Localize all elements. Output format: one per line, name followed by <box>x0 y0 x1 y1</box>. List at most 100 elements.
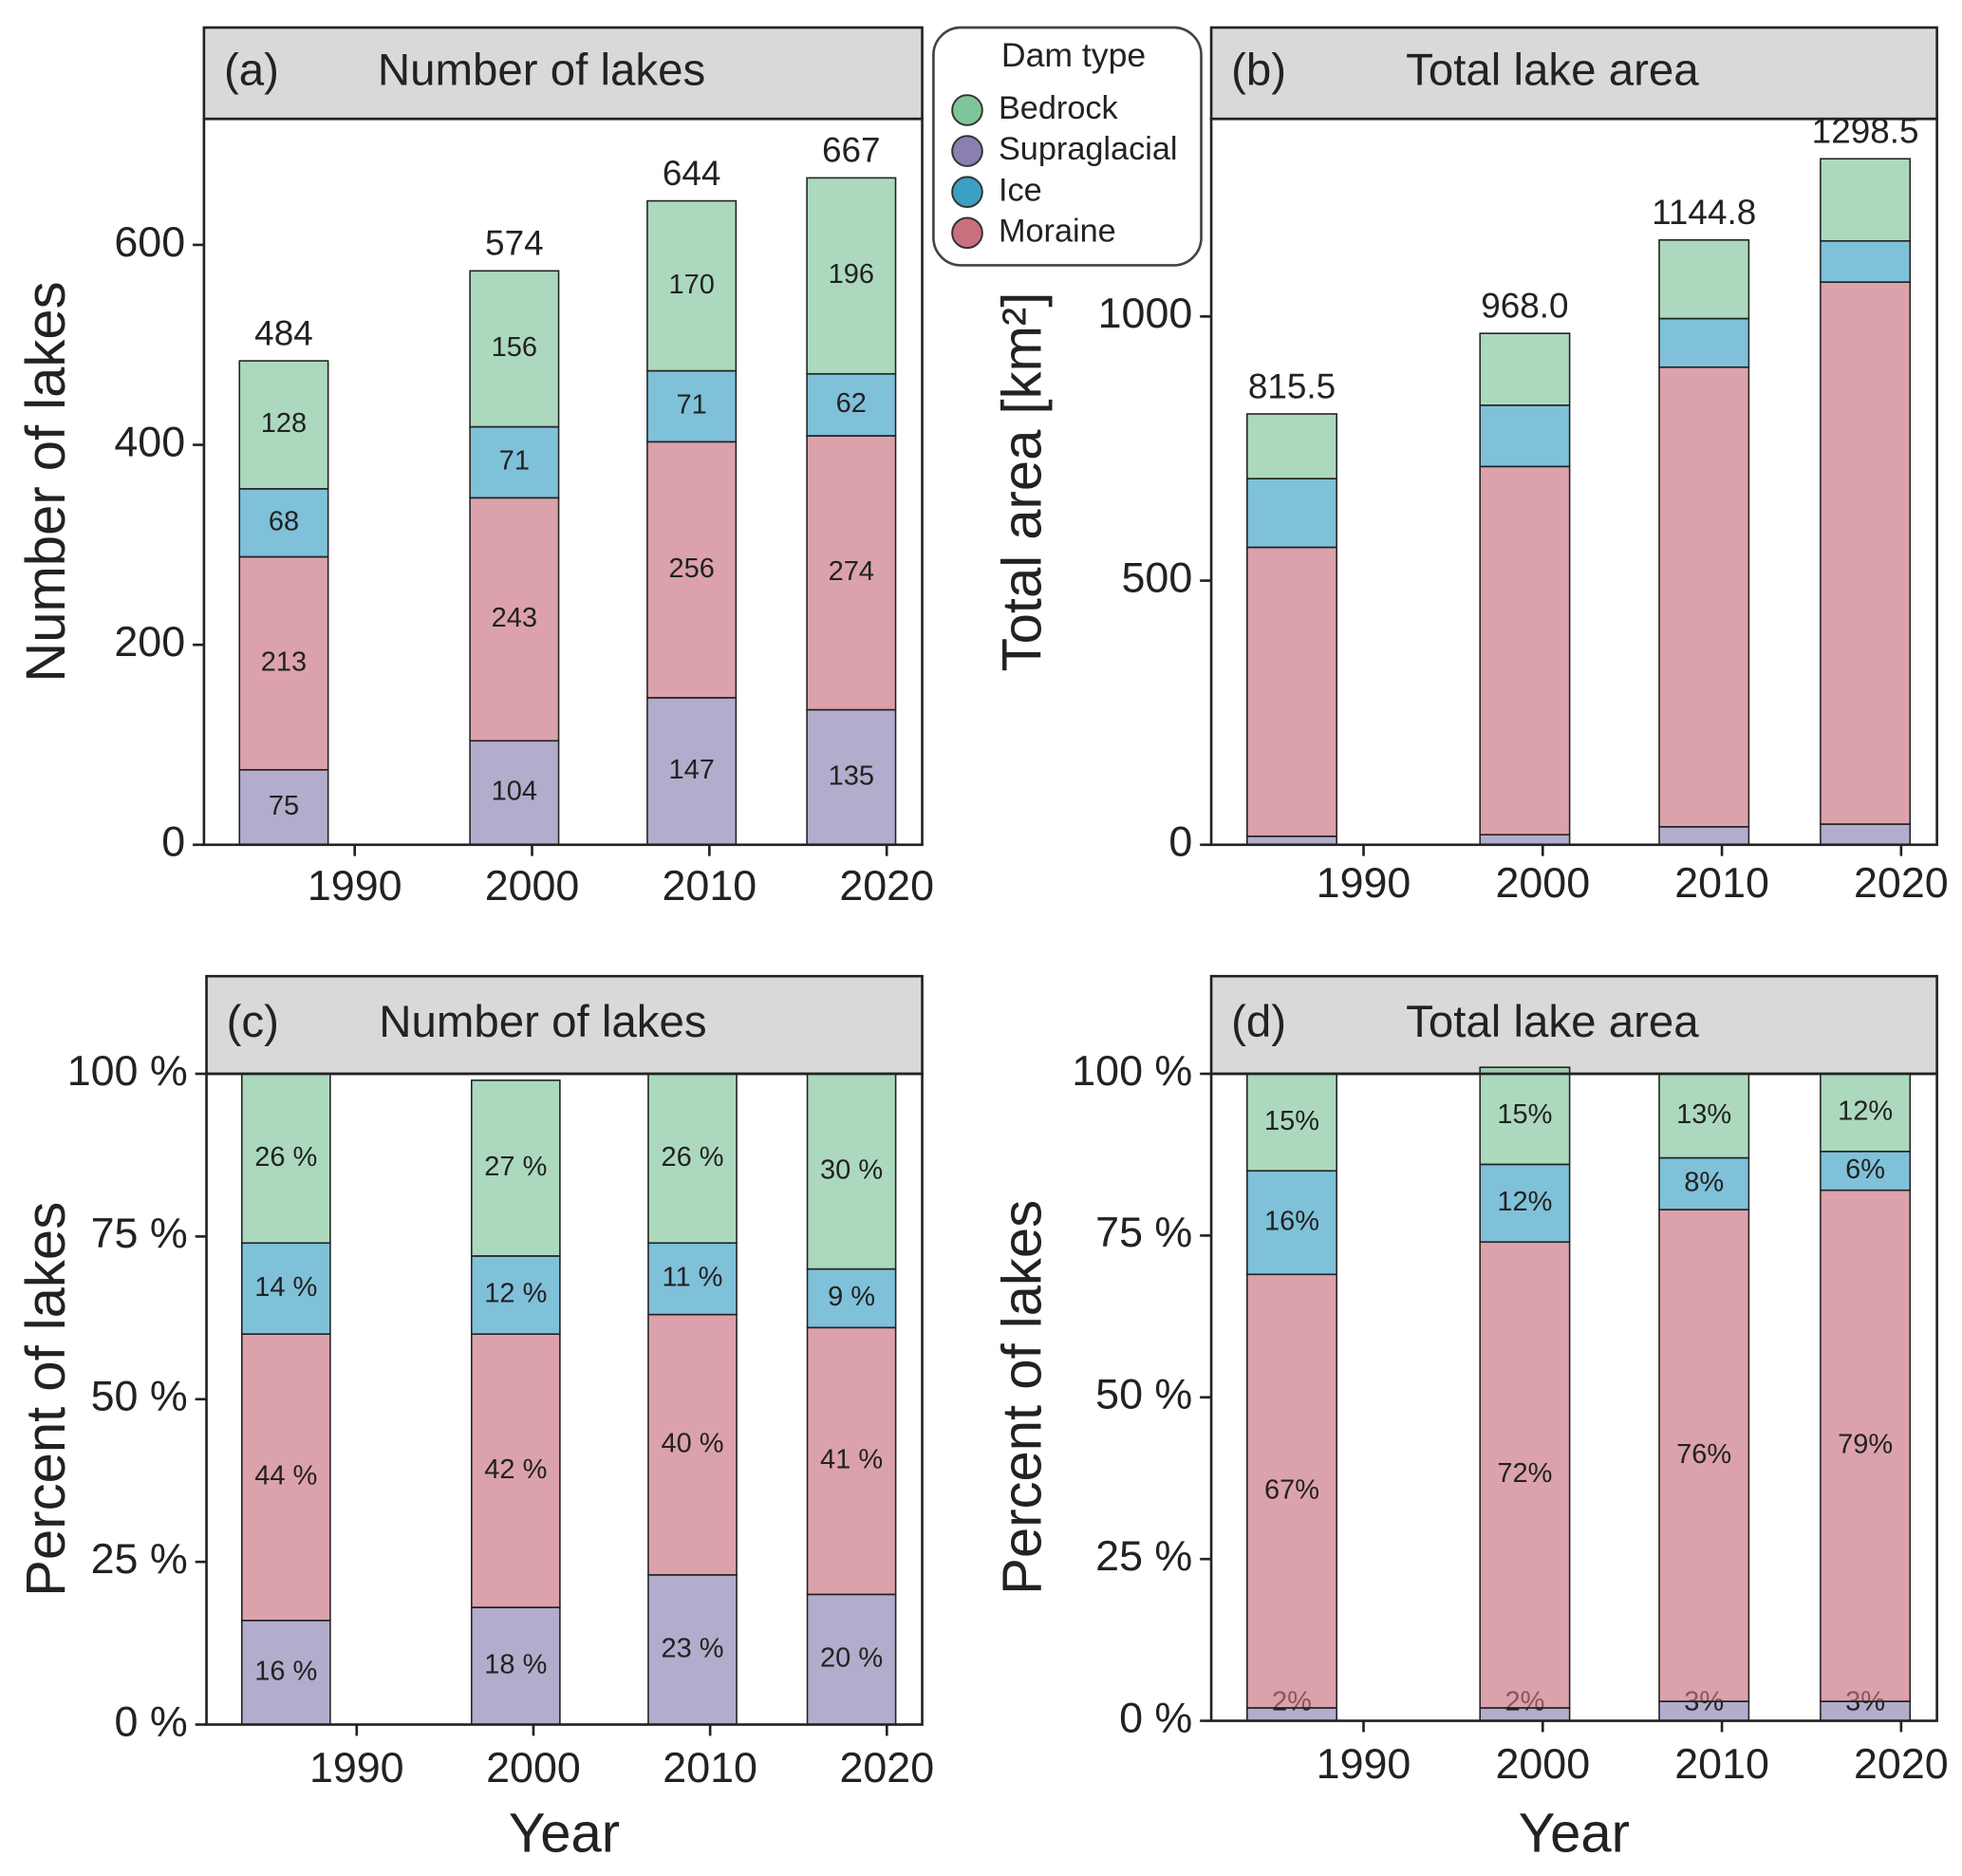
y-tick-label: 75 % <box>91 1210 188 1257</box>
bar-segment <box>1820 239 1912 283</box>
bar-segment <box>1479 404 1571 468</box>
segment-label: 27 % <box>484 1152 547 1182</box>
segment-label: 213 <box>261 647 307 677</box>
bar-segment <box>806 1593 897 1726</box>
segment-label: 72% <box>1497 1458 1552 1489</box>
total-label: 484 <box>254 313 313 352</box>
bar-segment <box>1820 823 1912 846</box>
bar-segment <box>1658 366 1750 828</box>
panel-title: Number of lakes <box>378 46 705 96</box>
panel-strip <box>1209 26 1938 121</box>
segment-label: 18 % <box>484 1649 547 1679</box>
bar-segment <box>1820 158 1912 242</box>
bar-segment <box>1658 1209 1750 1702</box>
legend-swatch <box>951 176 983 209</box>
y-axis-title: Percent of lakes <box>15 1202 77 1597</box>
segment-label: 71 <box>499 446 530 477</box>
y-axis-title: Percent of lakes <box>991 1200 1053 1595</box>
y-tick-label: 0 % <box>1119 1694 1192 1741</box>
bar-segment <box>1658 1073 1750 1159</box>
panel-strip <box>202 26 924 121</box>
bar-segment <box>1820 1151 1912 1191</box>
segment-label: 79% <box>1838 1430 1893 1460</box>
x-tick-label: 2000 <box>485 862 580 910</box>
x-tick-label: 2010 <box>1674 859 1769 907</box>
segment-label: 23 % <box>661 1633 723 1663</box>
bar-segment <box>647 1313 738 1576</box>
y-tick-label: 0 % <box>115 1698 188 1745</box>
legend-label: Bedrock <box>999 90 1119 126</box>
y-tick-label: 400 <box>114 418 185 465</box>
segment-label: 256 <box>668 553 714 584</box>
total-label: 1144.8 <box>1652 193 1756 232</box>
total-label: 968.0 <box>1481 287 1568 326</box>
segment-label: 75 <box>269 791 299 821</box>
y-tick-label: 0 <box>1168 818 1192 866</box>
x-tick-label: 2010 <box>663 1744 757 1792</box>
segment-label: 40 % <box>661 1428 723 1458</box>
y-tick-label: 1000 <box>1098 290 1193 337</box>
x-tick-label: 2000 <box>1495 859 1590 907</box>
bar-segment <box>1658 826 1750 846</box>
segment-label: 12% <box>1497 1187 1552 1217</box>
segment-label: 243 <box>492 603 537 633</box>
segment-label: 26 % <box>661 1142 723 1172</box>
segment-label: 147 <box>668 755 714 785</box>
legend-swatch <box>951 135 983 167</box>
y-tick-label: 50 % <box>91 1373 188 1420</box>
panel-tag: (a) <box>224 46 279 96</box>
segment-label: 156 <box>492 332 537 363</box>
y-axis-title: Number of lakes <box>15 281 77 682</box>
x-tick-label: 2010 <box>1674 1740 1769 1788</box>
panel-title: Number of lakes <box>379 997 706 1047</box>
bar-segment <box>238 488 329 558</box>
plot-frame <box>202 117 924 847</box>
bar-segment <box>238 769 329 846</box>
x-axis-title: Year <box>1519 1802 1630 1864</box>
legend-title: Dam type <box>1001 36 1146 74</box>
y-tick-label: 500 <box>1122 553 1193 601</box>
bar-segment <box>1658 317 1750 368</box>
panel-tag: (c) <box>227 997 279 1047</box>
panel-title: Total lake area <box>1406 46 1699 96</box>
x-tick-label: 1990 <box>308 862 402 910</box>
segment-label: 14 % <box>254 1272 317 1303</box>
y-tick-label: 600 <box>114 218 185 266</box>
bar-segment <box>469 425 560 499</box>
bar-segment <box>238 360 329 490</box>
bar-segment <box>1479 834 1571 846</box>
panel-strip <box>205 974 924 1076</box>
segment-label: 15% <box>1497 1099 1552 1130</box>
segment-label: 68 <box>269 506 299 536</box>
bar-segment <box>471 1255 561 1336</box>
y-tick-label: 25 % <box>91 1535 188 1583</box>
x-tick-label: 2000 <box>1495 1740 1590 1788</box>
bar-segment <box>1246 1170 1337 1276</box>
bar-segment <box>647 1073 738 1245</box>
bar-segment <box>1479 1241 1571 1709</box>
y-tick-label: 0 <box>161 818 185 866</box>
segment-label: 67% <box>1264 1474 1319 1505</box>
segment-label: 44 % <box>254 1461 317 1491</box>
bar-segment <box>806 1326 897 1596</box>
panel-title: Total lake area <box>1406 997 1699 1047</box>
segment-label: 104 <box>492 777 537 807</box>
x-tick-label: 2020 <box>839 862 934 910</box>
segment-label: 41 % <box>820 1445 883 1475</box>
bar-segment <box>1246 478 1337 549</box>
x-tick-label: 1990 <box>1317 1740 1411 1788</box>
y-axis-title: Total area [km²] <box>991 292 1053 672</box>
segment-label: 42 % <box>484 1454 547 1485</box>
bar-segment <box>646 697 738 846</box>
bar-segment <box>469 270 560 428</box>
bar-segment <box>646 369 738 443</box>
bar-segment <box>1658 238 1750 320</box>
segment-label: 13% <box>1676 1099 1731 1130</box>
bar-segment <box>1479 465 1571 836</box>
bar-segment <box>806 372 897 437</box>
bar-segment <box>240 1620 331 1726</box>
panel-tag: (b) <box>1231 46 1286 96</box>
total-label: 574 <box>485 224 544 263</box>
segment-label: 15% <box>1264 1106 1319 1136</box>
